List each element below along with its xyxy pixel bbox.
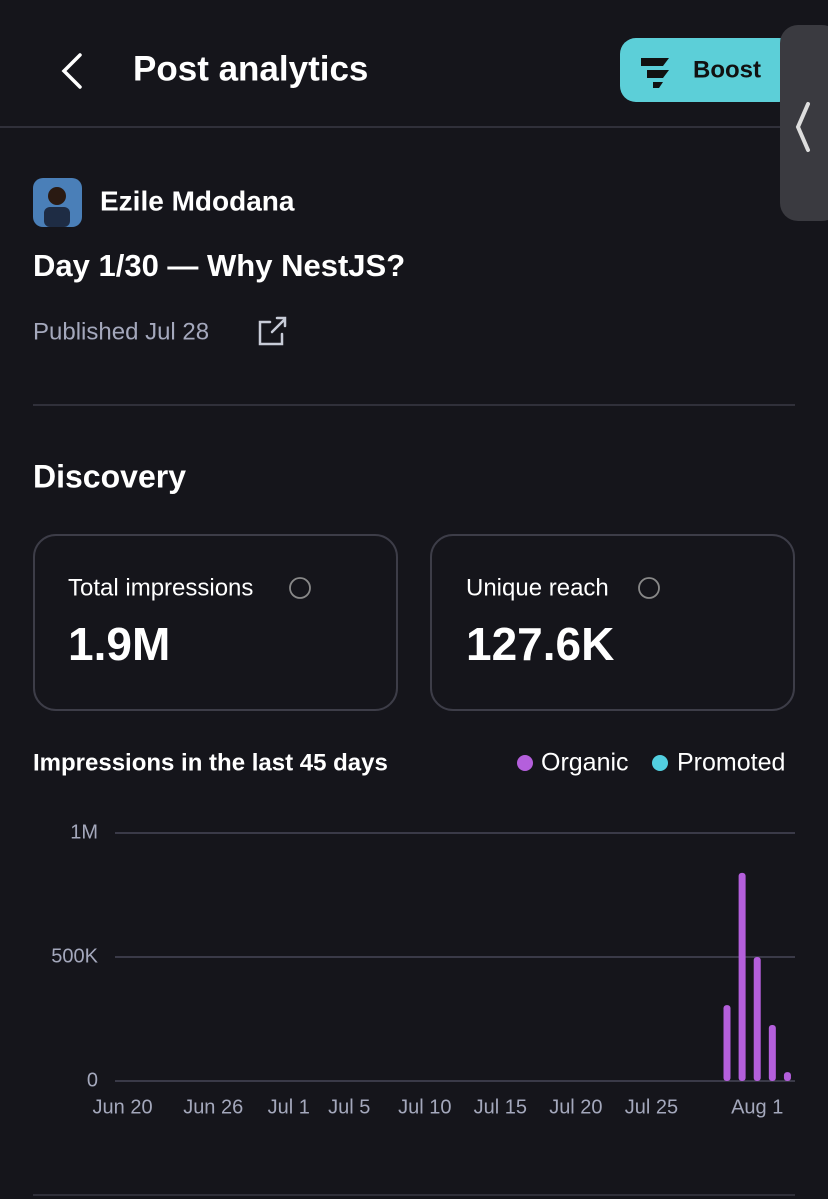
legend-dot: [517, 755, 533, 771]
bar: [753, 957, 761, 1081]
legend-label: Organic: [541, 749, 629, 777]
x-tick-label: Jul 1: [268, 1096, 310, 1118]
metric-card: [430, 534, 795, 711]
y-tick-label: 1M: [70, 821, 98, 843]
info-icon[interactable]: [638, 577, 660, 599]
x-tick-label: Jun 20: [93, 1096, 153, 1118]
y-tick-label: 0: [87, 1069, 98, 1091]
boost-label: Boost: [693, 56, 761, 83]
x-tick-label: Jun 26: [183, 1096, 243, 1118]
bar: [768, 1024, 776, 1081]
side-tab[interactable]: [780, 25, 828, 221]
avatar-face: [48, 187, 66, 205]
y-tick-label: 500K: [51, 945, 98, 967]
boost-icon: [641, 58, 669, 88]
legend-dot: [652, 755, 668, 771]
page-title: Post analytics: [133, 49, 368, 88]
bar: [783, 1072, 791, 1081]
boost-button[interactable]: Boost: [620, 38, 795, 102]
post-title: Day 1/30 — Why NestJS?: [33, 248, 405, 283]
external-link[interactable]: [258, 316, 287, 346]
metric-label: Total impressions: [68, 574, 253, 601]
metric-value: 127.6K: [466, 618, 614, 670]
bar: [738, 872, 746, 1081]
boost-bg: [620, 38, 795, 102]
x-tick-label: Jul 10: [398, 1096, 451, 1118]
avatar-body: [44, 207, 70, 227]
side-tab-icon: [795, 102, 810, 152]
x-tick-label: Jul 5: [328, 1096, 370, 1118]
metric-value: 1.9M: [68, 618, 170, 670]
legend-label: Promoted: [677, 749, 785, 777]
link-arrow: [270, 316, 287, 334]
info-icon[interactable]: [289, 577, 311, 599]
section-title: Discovery: [33, 458, 186, 494]
published-date: Published Jul 28: [33, 318, 209, 345]
x-tick-label: Jul 25: [625, 1096, 678, 1118]
bar: [723, 1005, 731, 1081]
x-tick-label: Jul 15: [474, 1096, 527, 1118]
chart-title: Impressions in the last 45 days: [33, 749, 388, 776]
link-box: [258, 320, 284, 346]
author-name: Ezile Mdodana: [100, 185, 295, 216]
metric-card: [33, 534, 398, 711]
x-tick-label: Jul 20: [549, 1096, 602, 1118]
back-button[interactable]: [61, 53, 82, 89]
x-tick-label: Aug 1: [731, 1096, 783, 1118]
metric-label: Unique reach: [466, 574, 609, 601]
